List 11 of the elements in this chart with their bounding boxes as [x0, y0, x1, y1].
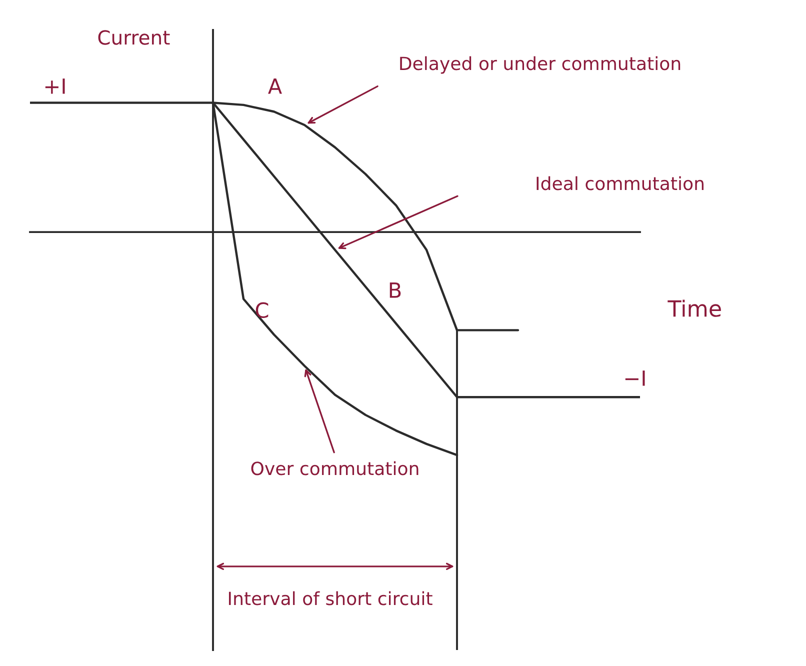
annotation: −I: [625, 370, 645, 386]
annotation: B: [390, 282, 401, 298]
text: Delayed or under commutation: [400, 56, 680, 74]
text: Over commutation: [251, 461, 418, 476]
x-axis-title: Time: [668, 300, 721, 317]
y-axis-title: Current: [98, 30, 170, 45]
text: +I: [45, 78, 65, 94]
text: A: [268, 78, 282, 94]
text: Interval of short circuit: [228, 591, 432, 606]
annotation: Ideal commutation: [536, 176, 704, 190]
annotation: C: [256, 302, 268, 318]
